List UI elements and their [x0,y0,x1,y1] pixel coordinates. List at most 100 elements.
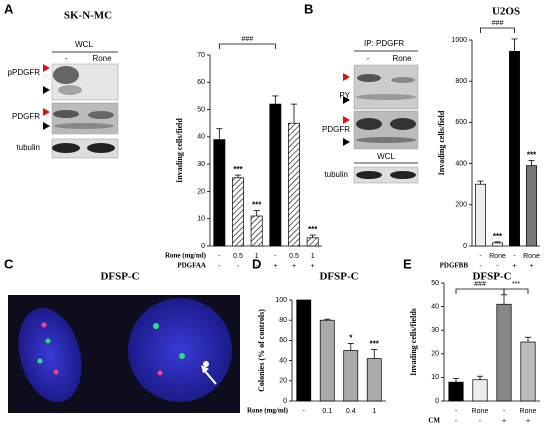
y-tick-label: 40 [279,357,287,364]
blot [353,110,419,150]
row-label: PDGFBB [440,262,469,270]
blot [353,166,419,184]
bar [492,242,503,247]
x-tick-label: 1 [255,253,259,260]
blot-label: pPDGFR [8,68,41,77]
significance: *** [493,232,503,241]
y-tick-label: 0 [435,398,439,405]
band [58,85,82,95]
bar [448,381,464,402]
y-tick-label: 200 [455,202,467,209]
nucleus [18,307,82,403]
x-tick-label: - [218,253,221,260]
lane-label: - [367,54,370,63]
band [53,66,79,84]
y-tick-label: 80 [279,317,287,324]
band [390,118,416,130]
x-tick-label: 0.5 [233,253,243,260]
band [390,171,416,179]
signal [53,369,59,375]
significance: * [349,334,353,343]
blot [51,102,119,135]
significance: *** [512,281,520,288]
x-tick-label: 1 [311,253,315,260]
x-tick-label: Rone [472,408,489,415]
x-tick-label: + [292,263,296,270]
bar [526,165,537,247]
x-tick-label: - [455,408,458,415]
arrow [203,369,217,385]
bar [213,139,226,247]
y-tick-label: 0 [463,243,467,250]
x-tick-label: - [218,263,221,270]
significance: *** [527,151,537,160]
y-tick-label: 10 [197,216,205,223]
band [356,171,382,179]
band [88,111,114,119]
row-label: Rone (mg/ml) [247,407,289,415]
bar [319,319,335,402]
band [357,74,381,82]
chart-title: DFSP-C [319,271,358,283]
bar [306,237,319,247]
y-tick-label: 30 [197,161,205,168]
x-tick-label: - [255,263,258,270]
x-tick-label: Rone [523,253,540,260]
panel-letter: A [4,1,14,16]
x-tick-label: - [274,253,277,260]
arrowhead [343,116,350,124]
panel-title: DFSP-C [100,271,139,283]
y-axis-label: Invading cells/fields [409,308,418,376]
signal [41,322,47,328]
bar [472,379,488,402]
arrowhead [343,96,350,104]
significance: ### [474,281,486,288]
y-tick-label: 20 [197,188,205,195]
x-tick-label: 0.4 [346,408,356,415]
wcl-label: WCL [75,40,93,49]
bar [509,50,520,247]
band [391,77,415,83]
cell-line-title: SK-N-MC [64,10,112,22]
blot-label: PY [339,91,350,100]
y-tick-label: 30 [431,327,439,334]
x-tick-label: + [529,263,533,270]
bar [496,303,512,402]
signal [153,323,159,329]
arrowhead [43,122,50,130]
bar [475,183,486,247]
x-tick-label: - [303,408,306,415]
wcl-label: WCL [377,152,395,161]
arrowhead [43,108,50,116]
y-tick-label: 100 [275,297,287,304]
band [356,94,416,100]
x-tick-label: 1 [372,408,376,415]
y-axis-label: Colonies (% of controls) [257,309,266,392]
panel-letter: C [4,256,14,271]
y-tick-label: 70 [197,52,205,59]
ip-label: IP: PDGFR [364,39,404,48]
bracket [455,288,505,294]
x-tick-label: - [513,253,516,260]
y-tick-label: 600 [455,119,467,126]
significance: *** [370,340,380,349]
blot-label: PDGFR [12,112,40,121]
lane-label: Rone [92,54,112,63]
arrowhead [43,64,50,72]
bar [296,299,312,402]
x-tick-label: 0.1 [322,408,332,415]
signal [179,353,185,359]
y-tick-label: 50 [197,106,205,113]
band [87,143,115,153]
y-tick-label: 40 [197,134,205,141]
row-label: PDGFAA [177,262,206,270]
x-tick-label: 0.5 [289,253,299,260]
x-tick-label: + [311,263,315,270]
y-tick-label: 60 [279,337,287,344]
signal [45,338,51,344]
chart-title: DFSP-C [472,271,511,283]
significance: ### [492,20,504,27]
y-tick-label: 1000 [451,37,467,44]
y-tick-label: 400 [455,160,467,167]
significance: *** [308,225,318,234]
